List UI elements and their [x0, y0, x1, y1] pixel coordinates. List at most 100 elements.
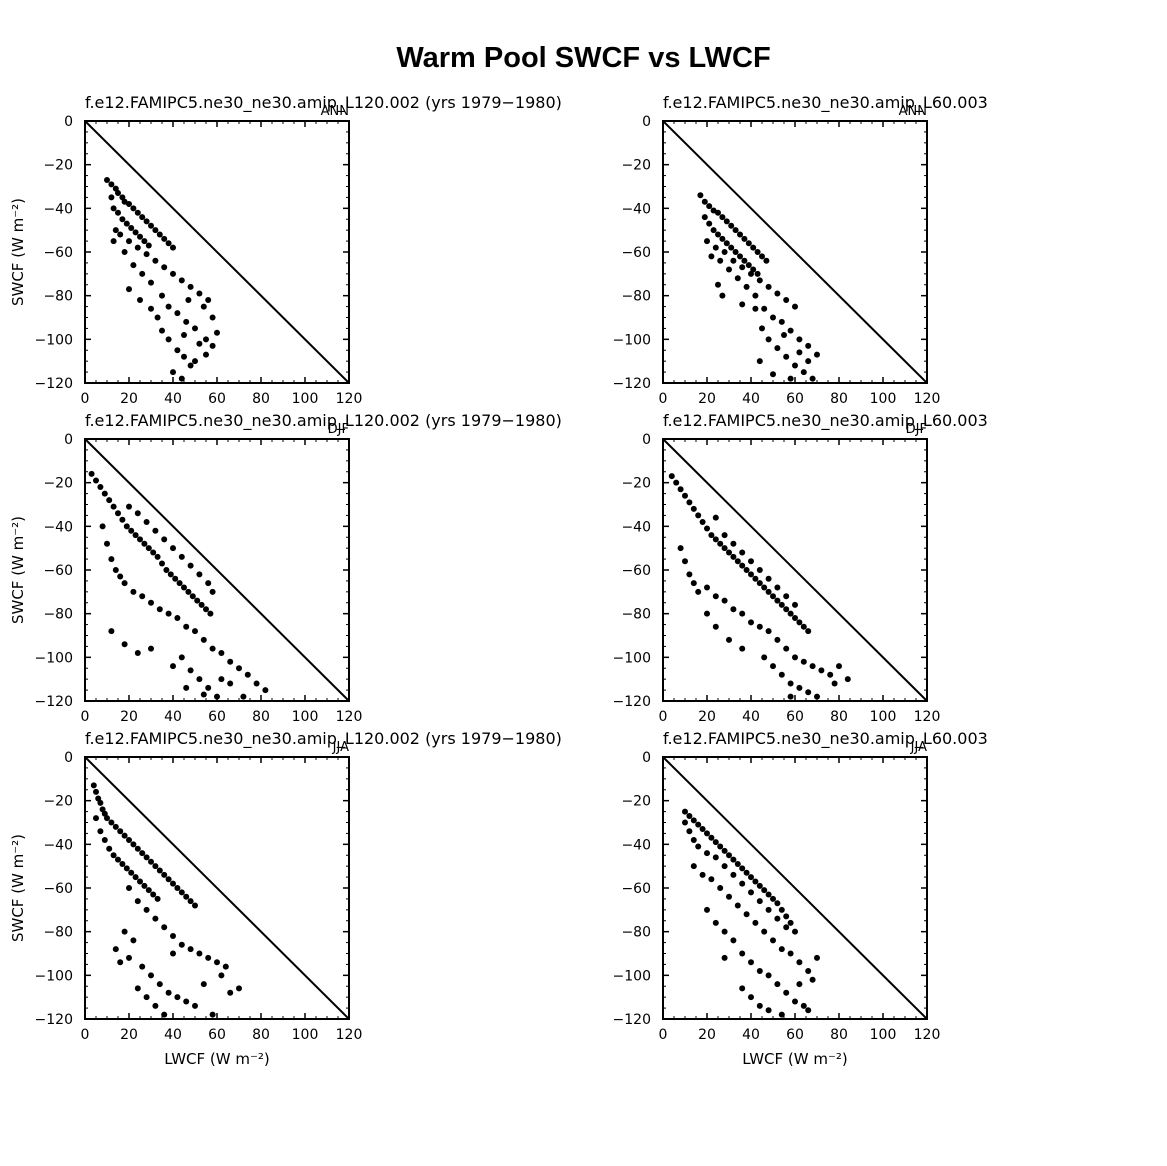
data-point: [756, 1002, 763, 1009]
data-point: [739, 645, 746, 652]
data-point: [244, 671, 251, 678]
data-point: [787, 919, 794, 926]
data-point: [152, 915, 159, 922]
data-point: [734, 275, 741, 282]
data-point: [165, 610, 172, 617]
x-tick-label: 0: [659, 391, 668, 407]
data-point: [139, 270, 146, 277]
y-tick-label: −60: [43, 563, 73, 579]
figure-title: Warm Pool SWCF vs LWCF: [396, 42, 771, 74]
data-point: [778, 1011, 785, 1018]
data-point: [218, 649, 225, 656]
data-point: [748, 270, 754, 277]
x-tick-label: 60: [786, 391, 804, 407]
data-point: [130, 937, 137, 944]
x-tick-label: 100: [870, 1027, 897, 1043]
data-point: [145, 242, 152, 249]
data-point: [139, 963, 146, 970]
data-point: [719, 235, 726, 242]
data-point: [783, 593, 790, 600]
data-point: [756, 580, 763, 587]
data-point: [739, 264, 746, 271]
data-point: [205, 297, 212, 304]
data-point: [704, 584, 710, 591]
data-point: [759, 325, 765, 332]
data-point: [730, 606, 737, 613]
data-point: [196, 290, 203, 297]
data-point: [756, 623, 763, 630]
data-point: [192, 1002, 198, 1009]
data-point: [115, 209, 121, 216]
y-tick-label: −100: [35, 650, 73, 666]
data-point: [126, 885, 132, 891]
data-point: [209, 645, 216, 652]
data-point: [196, 676, 203, 683]
data-point: [778, 601, 785, 608]
data-point: [748, 571, 754, 578]
data-point: [178, 277, 185, 284]
x-tick-label: 20: [698, 1027, 716, 1043]
data-point: [741, 257, 748, 264]
data-point: [170, 369, 176, 376]
data-point: [178, 654, 185, 661]
data-point: [117, 231, 124, 238]
data-point: [134, 209, 141, 216]
data-point: [161, 924, 168, 931]
data-point: [152, 1002, 159, 1009]
data-point: [712, 919, 719, 926]
data-point: [726, 636, 732, 643]
data-point: [805, 628, 812, 635]
data-point: [101, 490, 108, 497]
data-point: [174, 347, 181, 354]
data-point: [719, 214, 726, 221]
data-point: [154, 314, 161, 321]
x-tick-label: 40: [742, 709, 760, 725]
data-point: [134, 985, 141, 992]
data-point: [805, 342, 812, 349]
data-point: [121, 580, 128, 587]
y-tick-label: −60: [621, 563, 651, 579]
data-point: [112, 823, 119, 830]
data-point: [745, 240, 752, 247]
data-point: [695, 843, 702, 850]
data-point: [743, 911, 750, 918]
data-point: [743, 567, 750, 573]
data-point: [765, 1007, 772, 1014]
data-point: [739, 610, 746, 617]
data-point: [734, 902, 741, 909]
data-point: [809, 375, 816, 382]
data-point: [187, 283, 194, 290]
x-tick-label: 80: [252, 1027, 270, 1043]
data-point: [805, 1007, 812, 1014]
data-point: [161, 1011, 168, 1018]
data-point: [139, 850, 146, 857]
data-point: [734, 860, 741, 867]
x-tick-label: 40: [164, 391, 182, 407]
data-point: [770, 895, 776, 902]
data-point: [167, 571, 174, 578]
data-point: [726, 852, 732, 859]
data-point: [236, 665, 242, 672]
data-point: [787, 375, 794, 382]
x-tick-label: 100: [870, 391, 897, 407]
data-point: [196, 340, 203, 347]
data-point: [128, 527, 135, 534]
data-point: [728, 244, 735, 251]
data-point: [748, 558, 754, 565]
x-tick-label: 60: [786, 709, 804, 725]
reference-line: [662, 120, 928, 384]
data-point: [805, 689, 812, 696]
data-point: [765, 906, 772, 913]
x-tick-label: 100: [292, 1027, 319, 1043]
data-point: [165, 303, 172, 310]
data-point: [178, 553, 185, 560]
data-point: [203, 351, 209, 358]
data-point: [165, 240, 172, 247]
y-axis-label: SWCF (W m⁻²): [9, 834, 27, 942]
y-tick-label: 0: [642, 432, 651, 448]
data-point: [148, 858, 154, 865]
data-point: [814, 954, 820, 961]
data-point: [126, 200, 132, 207]
y-tick-label: −40: [621, 837, 651, 853]
